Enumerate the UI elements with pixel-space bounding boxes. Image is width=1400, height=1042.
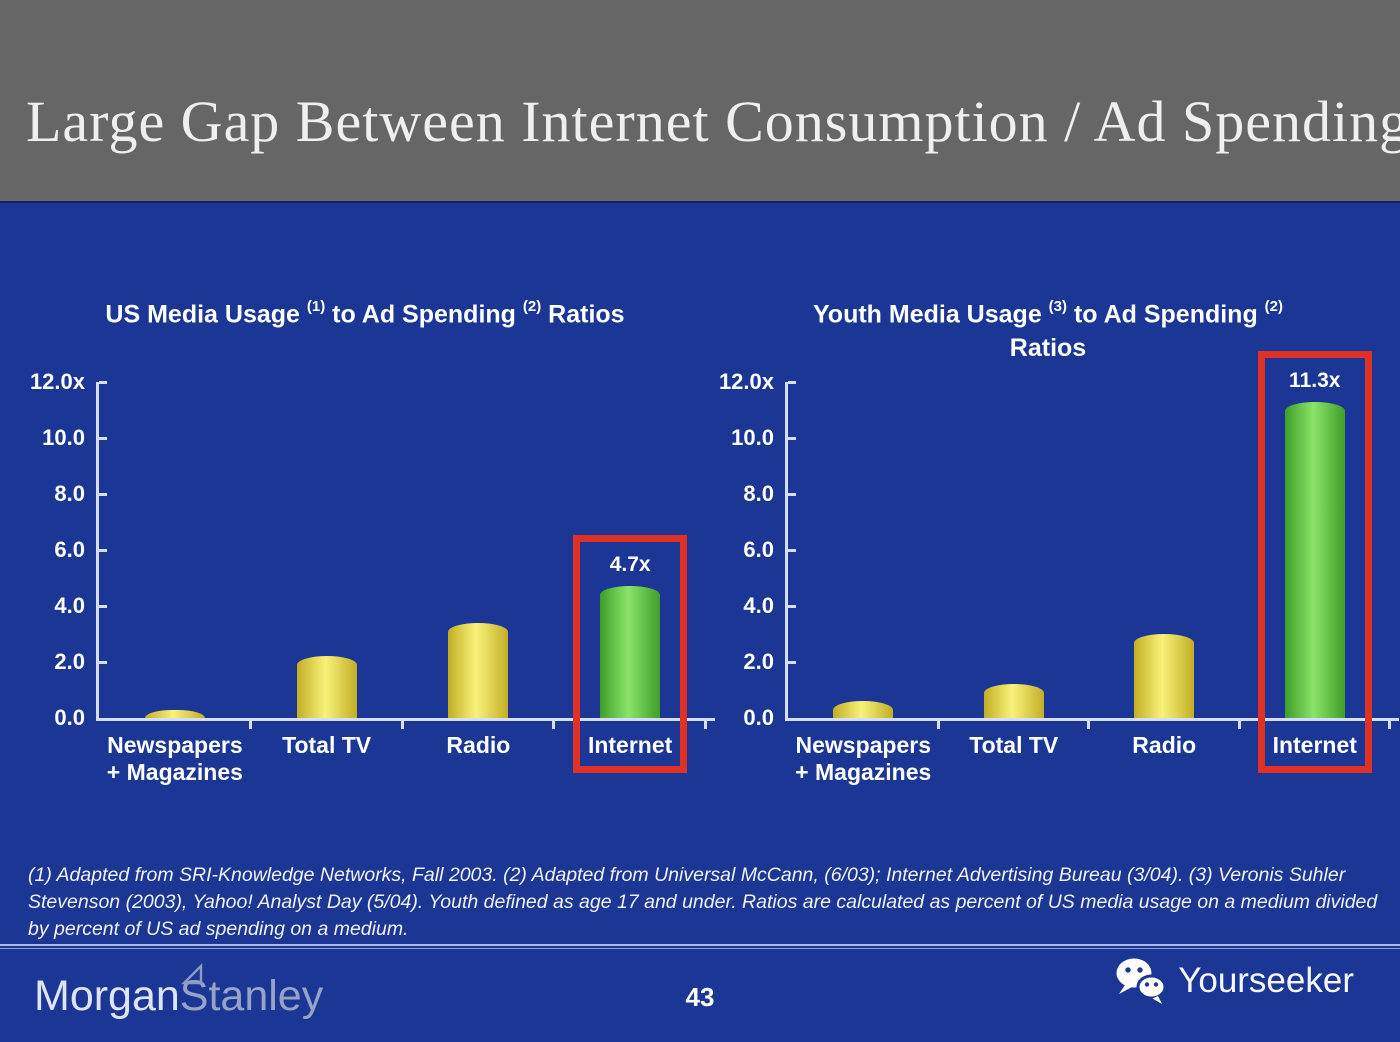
y-axis-label: 6.0 [54, 537, 85, 562]
y-axis-label: 8.0 [743, 481, 774, 506]
x-axis-tick [704, 721, 707, 729]
morgan-stanley-logo: MorganStanley [34, 963, 324, 1021]
y-axis-tick [99, 661, 107, 664]
bar-value-label: 11.3x [1289, 368, 1341, 392]
chart-title-text: Youth Media Usage [812, 300, 1049, 329]
category-label-line: Internet [587, 732, 673, 758]
category-label: Internet [535, 732, 725, 759]
y-axis-label: 8.0 [54, 481, 85, 506]
y-axis-tick [99, 381, 107, 384]
y-axis-tick [99, 437, 107, 440]
category-label-line: + Magazines [106, 759, 243, 785]
y-axis-tick [99, 493, 107, 496]
chart-title-text: US Media Usage [105, 300, 307, 329]
y-axis-label: 4.0 [743, 593, 774, 618]
category-label: Newspapers + Magazines [768, 732, 958, 786]
category-label-line: Internet [1272, 732, 1357, 758]
bar-value-label: 4.7x [609, 553, 651, 577]
x-axis-tick [1388, 721, 1391, 729]
y-axis-label: 12.0x [29, 369, 85, 394]
y-axis-label: 4.0 [54, 593, 85, 618]
slide-title: Large Gap Between Internet Consumption /… [26, 89, 1400, 154]
bar-total-tv [296, 656, 357, 718]
category-label: Total TV [232, 732, 422, 759]
chart-title-text: to Ad Spending [1067, 300, 1265, 329]
page-number: 43 [685, 982, 715, 1012]
bar-total-tv [983, 684, 1044, 718]
highlight-box [573, 535, 688, 773]
footnote-ref-1: (1) [306, 298, 326, 315]
y-axis-label: 10.0 [731, 425, 774, 450]
category-label-line: Radio [1132, 732, 1197, 758]
y-axis-line [785, 382, 788, 721]
x-axis-line [785, 718, 1399, 721]
y-axis-tick [788, 493, 796, 496]
category-label-line: + Magazines [795, 759, 932, 785]
bar-internet [1284, 401, 1345, 718]
category-label-line: Newspapers [107, 732, 243, 758]
y-axis-label: 6.0 [743, 537, 774, 562]
category-label-line: Radio [446, 732, 511, 758]
y-axis-line [96, 382, 99, 721]
y-axis-tick [788, 605, 796, 608]
x-axis-tick [1087, 721, 1090, 729]
category-label-line: Newspapers [795, 732, 931, 758]
morgan-stanley-flag-icon [181, 963, 203, 985]
y-axis-tick [99, 549, 107, 552]
yourseeker-label: Yourseeker [1178, 961, 1354, 1000]
yourseeker-logo: Yourseeker [1114, 956, 1354, 1006]
category-label-line: Total TV [282, 732, 372, 758]
y-axis-label: 12.0x [718, 369, 774, 394]
y-axis-label: 0.0 [54, 705, 85, 730]
bar-newspapers [144, 709, 205, 718]
y-axis-label: 2.0 [743, 649, 774, 674]
category-label: Internet [1220, 732, 1400, 759]
y-axis-label: 0.0 [743, 705, 774, 730]
x-axis-tick [1237, 721, 1241, 729]
bar-newspapers [833, 701, 894, 718]
x-axis-tick [552, 721, 556, 729]
y-axis-label: 10.0 [42, 425, 85, 450]
category-label: Total TV [919, 732, 1109, 759]
category-label: Newspapers + Magazines [80, 732, 270, 786]
footnote: (1) Adapted from SRI-Knowledge Networks,… [28, 864, 1378, 940]
category-label: Radio [1069, 732, 1259, 759]
chart-title-text: Ratios [541, 300, 625, 329]
y-axis-tick [99, 605, 107, 608]
slide-header: Large Gap Between Internet Consumption /… [0, 0, 1400, 203]
chart-title-line1: Youth Media Usage (3) to Ad Spending (2) [790, 292, 1306, 331]
y-axis-tick [788, 549, 796, 552]
chart-title-text: to Ad Spending [325, 300, 523, 329]
wechat-icon [1116, 958, 1167, 1004]
category-label-line: Total TV [969, 732, 1059, 758]
morgan-stanley-logo-stanley: Stanley [179, 972, 324, 1020]
chart-title-line2: Ratios [1009, 334, 1087, 363]
footnote-ref-3: (3) [1048, 298, 1068, 315]
y-axis-tick [788, 661, 796, 664]
bar-radio [1134, 634, 1195, 718]
y-axis-label: 2.0 [54, 649, 85, 674]
footnote-ref-2: (2) [1264, 298, 1284, 315]
footer-divider [0, 944, 1400, 949]
category-label: Radio [383, 732, 573, 759]
us-media-chart-title: US Media Usage (1) to Ad Spending (2) Ra… [75, 292, 655, 331]
x-axis-line [96, 718, 715, 721]
bar-internet [600, 586, 661, 718]
footnote-ref-2: (2) [522, 298, 542, 315]
y-axis-tick [788, 381, 796, 384]
x-axis-tick [248, 721, 252, 729]
youth-media-chart-title: Youth Media Usage (3) to Ad Spending (2)… [790, 292, 1306, 365]
x-axis-tick [400, 721, 404, 729]
morgan-stanley-logo-morgan: Morgan [34, 972, 180, 1020]
x-axis-tick [936, 721, 940, 729]
highlight-box [1257, 350, 1372, 773]
bar-radio [448, 622, 509, 718]
y-axis-tick [788, 437, 796, 440]
